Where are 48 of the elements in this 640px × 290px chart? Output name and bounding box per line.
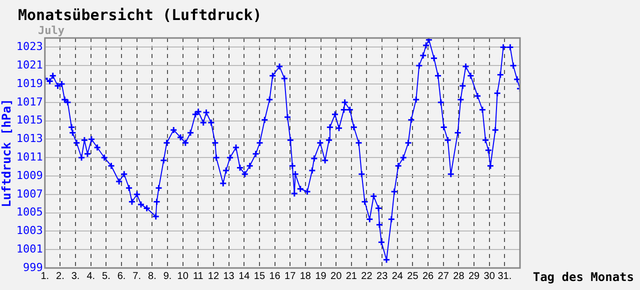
x-tick-label: 26 bbox=[422, 270, 434, 282]
x-tick-label: 30 bbox=[484, 270, 496, 282]
y-tick-label: 1003 bbox=[16, 224, 43, 238]
x-tick-label: 17 bbox=[284, 270, 296, 282]
x-tick-label: 6. bbox=[117, 270, 126, 282]
x-tick-label: 21 bbox=[346, 270, 358, 282]
y-tick-label: 1021 bbox=[16, 58, 43, 72]
x-tick-label: 29 bbox=[468, 270, 480, 282]
y-tick-label: 1007 bbox=[16, 187, 43, 200]
x-tick-label: 3. bbox=[71, 270, 80, 282]
chart-title: Monatsübersicht (Luftdruck) bbox=[18, 6, 262, 24]
x-tick-label: 11 bbox=[192, 270, 204, 282]
x-tick-label: 28 bbox=[453, 270, 465, 282]
x-tick-label: 19 bbox=[315, 270, 327, 282]
y-tick-label: 1013 bbox=[16, 132, 43, 146]
x-tick-label: 15 bbox=[254, 270, 266, 282]
x-tick-label: 18 bbox=[300, 270, 312, 282]
y-axis-title: Luftdruck [hPa] bbox=[0, 98, 14, 208]
x-tick-label: 27 bbox=[438, 270, 450, 282]
x-tick-label: 7. bbox=[132, 270, 142, 282]
x-tick-label: 14 bbox=[238, 270, 250, 282]
y-tick-label: 1001 bbox=[16, 242, 43, 256]
x-tick-label: 1. bbox=[40, 270, 50, 282]
x-tick-label: 5. bbox=[102, 270, 110, 282]
x-tick-label: 22 bbox=[361, 270, 373, 282]
x-tick-label: 31. bbox=[498, 270, 512, 282]
y-tick-label: 1005 bbox=[16, 206, 43, 219]
y-tick-label: 1017 bbox=[16, 95, 43, 108]
y-tick-label: 1011 bbox=[16, 150, 43, 164]
x-tick-label: 13 bbox=[223, 270, 235, 282]
x-tick-label: 16 bbox=[269, 270, 281, 282]
y-tick-label: 1015 bbox=[16, 114, 43, 127]
x-tick-label: 20 bbox=[330, 270, 342, 282]
y-tick-label: 1023 bbox=[16, 40, 43, 54]
x-tick-label: 25 bbox=[407, 270, 419, 282]
x-tick-label: 12 bbox=[208, 270, 220, 282]
x-tick-label: 23 bbox=[376, 270, 388, 282]
chart-subtitle: July bbox=[38, 24, 64, 37]
x-tick-label: 24 bbox=[392, 270, 404, 282]
x-tick-label: 8. bbox=[148, 270, 156, 282]
y-tick-label: 1009 bbox=[16, 168, 43, 182]
x-tick-label: 10 bbox=[177, 270, 189, 282]
x-axis-title: Tag des Monats bbox=[532, 270, 634, 284]
y-tick-label: 1019 bbox=[16, 76, 43, 90]
y-tick-label: 999 bbox=[23, 260, 43, 274]
x-tick-label: 2. bbox=[56, 270, 64, 282]
x-tick-label: 4. bbox=[86, 270, 96, 282]
x-tick-label: 9. bbox=[163, 270, 172, 282]
